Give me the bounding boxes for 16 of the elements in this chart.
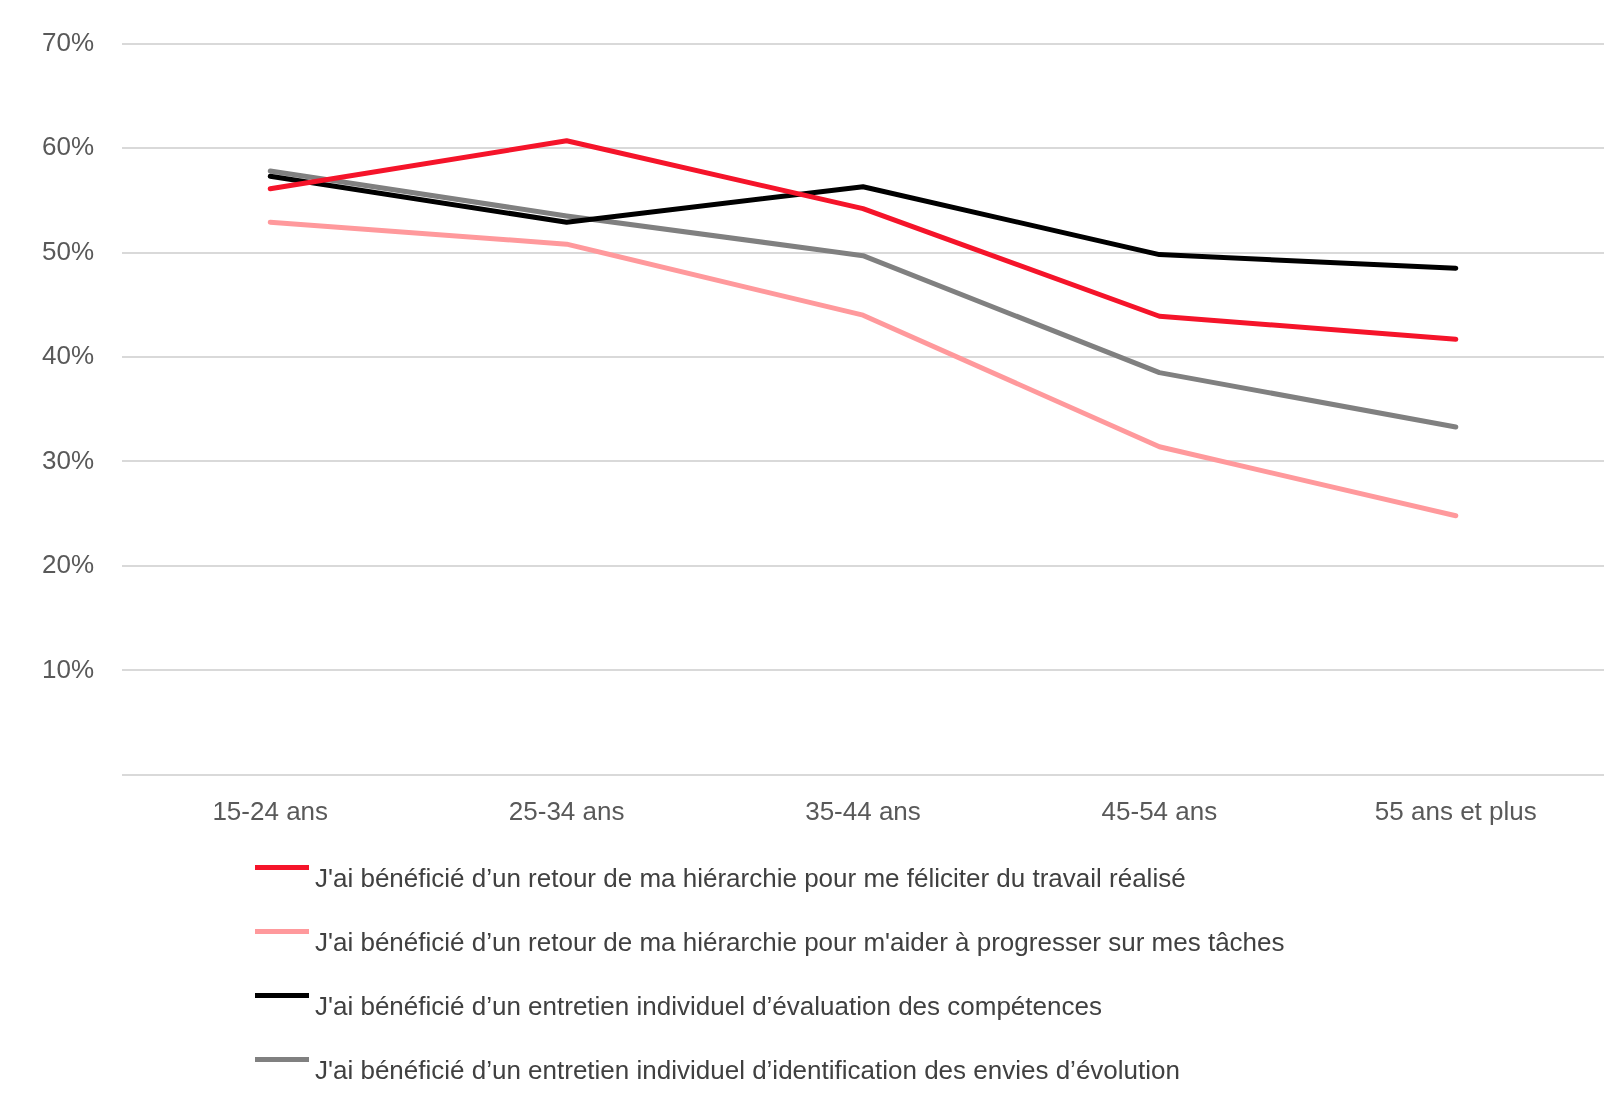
legend-label: J'ai bénéficié d’un entretien individuel d’évaluation des compétences [315,990,1102,1022]
x-tick-label: 35-44 ans [805,795,921,826]
legend-label: J'ai bénéficié d’un retour de ma hiérarchie pour m'aider à progresser sur mes tâches [315,926,1285,958]
y-tick-label: 40% [41,340,95,371]
y-tick-label: 30% [41,444,95,475]
legend-label: J'ai bénéficié d’un entretien individuel d’identification des envies d’évolution [315,1054,1180,1086]
x-tick-label: 15-24 ans [212,795,329,826]
x-tick-label: 55 ans et plus [1374,795,1537,826]
x-tick-label: 25-34 ans [508,795,625,826]
legend-label: J'ai bénéficié d’un retour de ma hiérarchie pour me féliciter du travail réalisé [315,862,1186,894]
y-tick-label: 50% [41,235,95,266]
x-tick-label: 45-54 ans [1101,795,1218,826]
y-tick-label: 10% [41,653,95,684]
y-tick-label: 20% [41,549,95,580]
y-tick-label: 70% [41,26,95,57]
y-tick-label: 60% [41,131,95,162]
